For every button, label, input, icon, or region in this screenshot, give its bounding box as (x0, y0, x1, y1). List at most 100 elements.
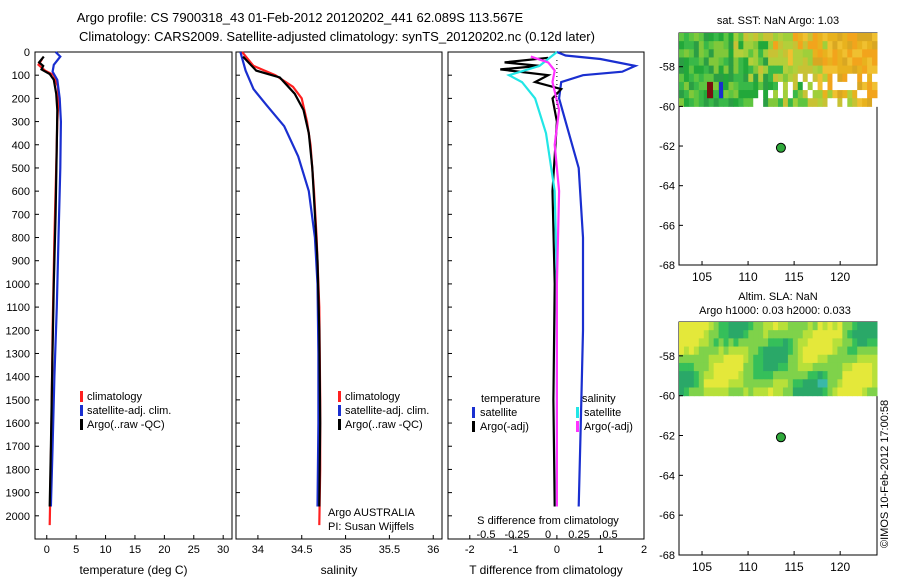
map-cell (862, 49, 868, 58)
map-cell (807, 387, 814, 397)
map-cell (733, 33, 739, 42)
map-cell (738, 371, 744, 380)
map-cell (688, 322, 695, 331)
map-cell (723, 57, 729, 67)
map-cell (812, 387, 819, 397)
map-cell (857, 338, 863, 348)
map-cell (693, 98, 700, 107)
map-cell (723, 81, 729, 91)
map-cell (787, 379, 794, 388)
map-cell (807, 98, 814, 107)
map-cell (842, 81, 848, 91)
map-cell (698, 98, 705, 107)
map-cell (812, 346, 819, 356)
map-cell (768, 65, 774, 75)
map-cell (872, 338, 878, 348)
map-cell (812, 371, 819, 380)
map-cell (703, 371, 710, 380)
map-cell (768, 346, 774, 356)
map-cell (807, 57, 814, 67)
map-cell (743, 73, 749, 83)
map-cell (698, 371, 705, 380)
map-cell (713, 362, 720, 372)
map-cell (782, 346, 789, 356)
secondary-tick-label: 0.5 (602, 529, 617, 541)
map-cell (763, 371, 769, 380)
map-cell (857, 81, 863, 91)
map-cell (827, 49, 833, 58)
map-cell (792, 354, 799, 364)
map-cell (807, 379, 814, 388)
map-cell (693, 90, 700, 99)
map-cell (817, 73, 824, 83)
figure-title-line2: Climatology: CARS2009. Satellite-adjuste… (79, 29, 595, 44)
y-tick-label: -62 (659, 431, 675, 443)
map-cell (817, 371, 824, 380)
map-cell (688, 98, 695, 107)
map-cell (847, 49, 853, 58)
map-cell (847, 73, 853, 83)
map-cell (872, 49, 878, 58)
map-cell (763, 330, 769, 339)
x-tick-label: 1 (597, 544, 603, 556)
map-cell (842, 33, 848, 42)
map-cell (792, 41, 799, 50)
map-cell (787, 57, 794, 67)
map-cell (763, 338, 769, 348)
legend-label: Argo(..raw -QC) (87, 419, 165, 431)
map-cell (679, 322, 685, 331)
map-cell (857, 41, 863, 50)
map-cell (679, 362, 685, 372)
secondary-tick-label: -0.25 (504, 529, 529, 541)
map-cell (719, 81, 723, 99)
map-cell (688, 354, 695, 364)
map-cell (688, 371, 695, 380)
map-cell (847, 33, 853, 42)
map-cell (683, 33, 690, 42)
x-tick-label: 110 (738, 560, 757, 574)
map-title: sat. SST: NaN Argo: 1.03 (717, 15, 839, 27)
legend-swatch (338, 391, 341, 402)
map-cell (837, 379, 843, 388)
map-cell (753, 90, 759, 99)
map-cell (733, 354, 739, 364)
map-cell (782, 379, 789, 388)
y-tick-label: 900 (12, 256, 30, 268)
map-cell (857, 362, 863, 372)
map-cell (867, 362, 873, 372)
map-cell (802, 90, 809, 99)
map-cell (832, 81, 838, 91)
map-cell (797, 73, 804, 83)
map-cell (832, 33, 838, 42)
map-cell (827, 81, 833, 91)
map-cell (748, 73, 754, 83)
map-cell (733, 98, 739, 107)
map-cell (807, 362, 814, 372)
legend-label: Argo(-adj) (584, 421, 633, 433)
map-cell (807, 81, 814, 91)
y-tick-label: 1800 (6, 464, 30, 476)
y-tick-label: -64 (659, 470, 675, 482)
map-cell (679, 81, 685, 91)
map-cell (693, 346, 700, 356)
map-cell (842, 379, 848, 388)
map-cell (698, 346, 705, 356)
map-cell (723, 387, 729, 397)
map-cell (852, 98, 858, 107)
map-cell (822, 49, 828, 58)
map-cell (827, 65, 833, 75)
map-cell (688, 387, 695, 397)
map-cell (693, 57, 700, 67)
x-tick-label: 30 (217, 544, 229, 556)
map-cell (728, 346, 734, 356)
map-cell (837, 330, 843, 339)
map-cell (768, 81, 774, 91)
map-cell (842, 73, 848, 83)
map-cell (773, 362, 779, 372)
map-cell (832, 362, 838, 372)
map-cell (758, 49, 764, 58)
map-cell (713, 330, 720, 339)
map-cell (723, 379, 729, 388)
map-cell (867, 41, 873, 50)
map-cell (733, 90, 739, 99)
